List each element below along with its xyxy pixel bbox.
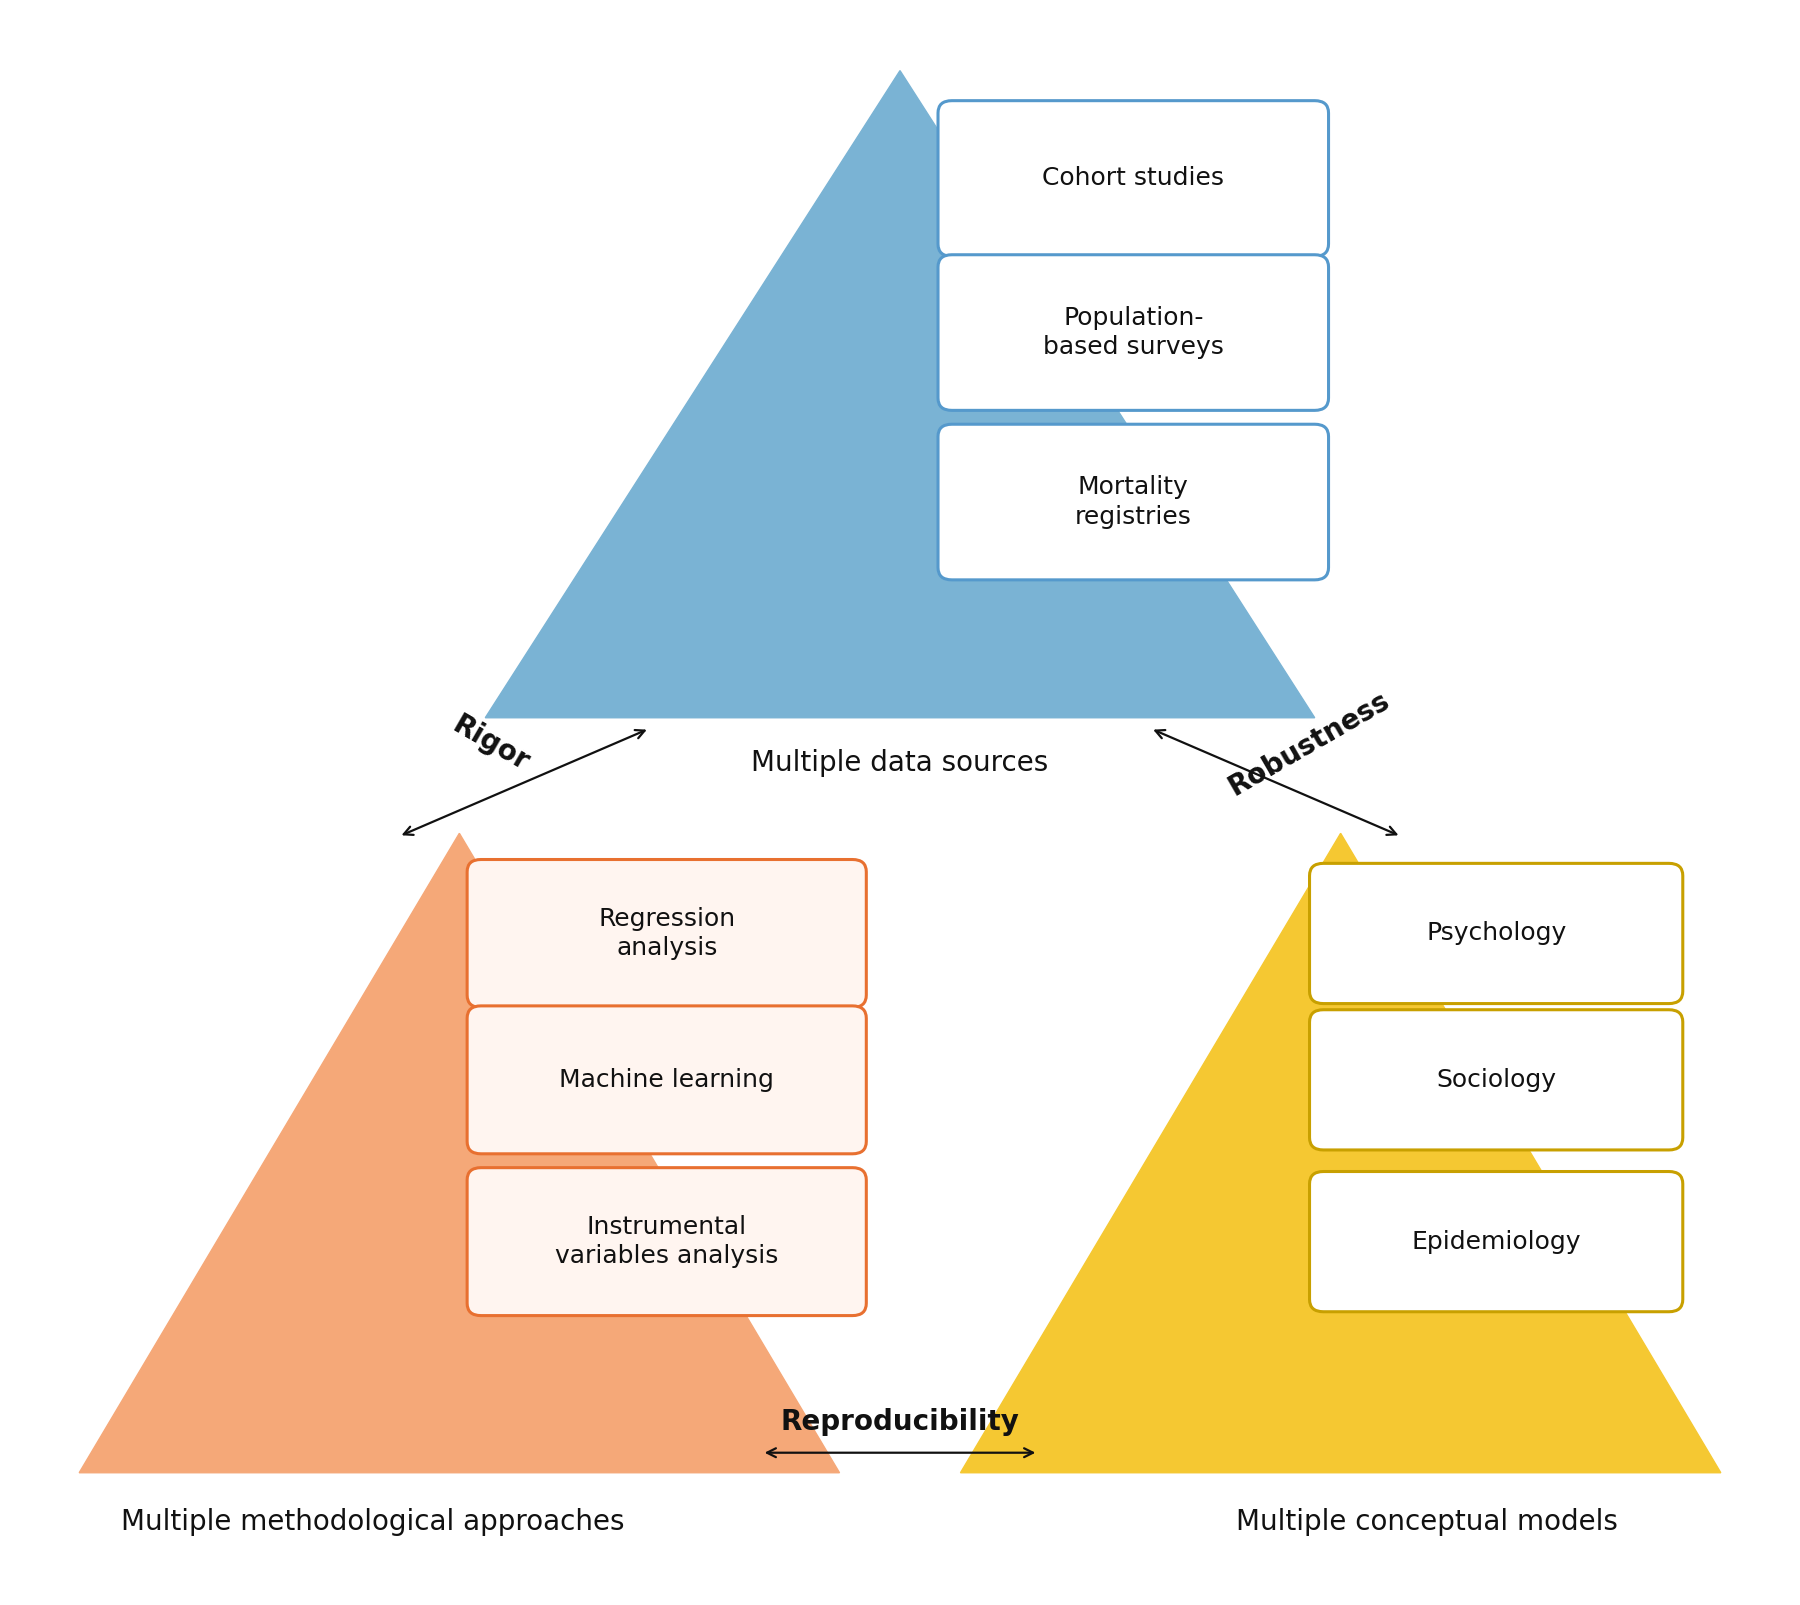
FancyBboxPatch shape bbox=[1310, 863, 1683, 1003]
Text: Cohort studies: Cohort studies bbox=[1042, 167, 1224, 191]
FancyBboxPatch shape bbox=[468, 860, 866, 1008]
FancyBboxPatch shape bbox=[938, 424, 1328, 579]
Text: Robustness: Robustness bbox=[1224, 687, 1395, 801]
Polygon shape bbox=[486, 71, 1314, 717]
Text: Reproducibility: Reproducibility bbox=[781, 1408, 1019, 1436]
Text: Mortality
registries: Mortality registries bbox=[1075, 475, 1192, 530]
Text: Machine learning: Machine learning bbox=[560, 1067, 774, 1091]
Polygon shape bbox=[79, 833, 839, 1473]
Text: Multiple conceptual models: Multiple conceptual models bbox=[1237, 1509, 1618, 1536]
FancyBboxPatch shape bbox=[1310, 1010, 1683, 1149]
FancyBboxPatch shape bbox=[1310, 1172, 1683, 1311]
Text: Psychology: Psychology bbox=[1426, 921, 1566, 945]
Text: Multiple data sources: Multiple data sources bbox=[751, 748, 1049, 777]
Text: Rigor: Rigor bbox=[446, 711, 535, 777]
FancyBboxPatch shape bbox=[938, 101, 1328, 257]
Text: Sociology: Sociology bbox=[1436, 1067, 1557, 1091]
Text: Epidemiology: Epidemiology bbox=[1411, 1229, 1580, 1254]
Text: Multiple methodological approaches: Multiple methodological approaches bbox=[121, 1509, 625, 1536]
FancyBboxPatch shape bbox=[938, 255, 1328, 411]
Text: Population-
based surveys: Population- based surveys bbox=[1042, 305, 1224, 360]
FancyBboxPatch shape bbox=[468, 1006, 866, 1154]
FancyBboxPatch shape bbox=[468, 1168, 866, 1316]
Text: Regression
analysis: Regression analysis bbox=[598, 907, 734, 960]
Text: Instrumental
variables analysis: Instrumental variables analysis bbox=[554, 1215, 778, 1268]
Polygon shape bbox=[961, 833, 1721, 1473]
